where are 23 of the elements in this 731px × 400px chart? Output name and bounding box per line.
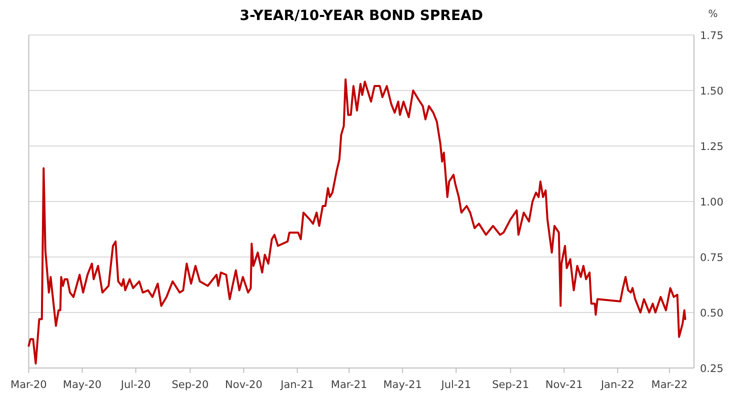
x-tick-label: Sep-20 — [172, 379, 209, 391]
y-tick-label: 1.25 — [700, 141, 724, 153]
x-tick-label: Jan-22 — [600, 379, 634, 391]
x-tick-label: Sep-21 — [492, 379, 530, 391]
y-tick-label: 1.75 — [700, 30, 724, 42]
x-tick-label: Nov-21 — [545, 379, 583, 391]
y-tick-label: 0.75 — [700, 252, 724, 264]
x-tick-label: Mar-21 — [330, 379, 368, 391]
chart-title: 3-YEAR/10-YEAR BOND SPREAD — [240, 8, 483, 24]
x-tick-label: Jan-21 — [280, 379, 314, 391]
y-tick-label: 1.00 — [700, 196, 724, 208]
x-tick-label: Jul-21 — [440, 379, 472, 391]
x-tick-label: Mar-20 — [10, 379, 47, 391]
x-tick-label: May-21 — [383, 379, 422, 391]
line-series — [28, 78, 686, 365]
y-axis-title: % — [708, 9, 718, 20]
x-tick-label: Jul-20 — [120, 379, 151, 391]
y-tick-label: 0.25 — [700, 363, 724, 375]
y-tick-label: 0.50 — [700, 308, 724, 320]
x-tick-label: Mar-22 — [651, 379, 688, 391]
x-tick-label: Nov-20 — [225, 379, 262, 391]
y-tick-label: 1.50 — [700, 86, 724, 98]
x-tick-label: May-20 — [62, 379, 102, 391]
